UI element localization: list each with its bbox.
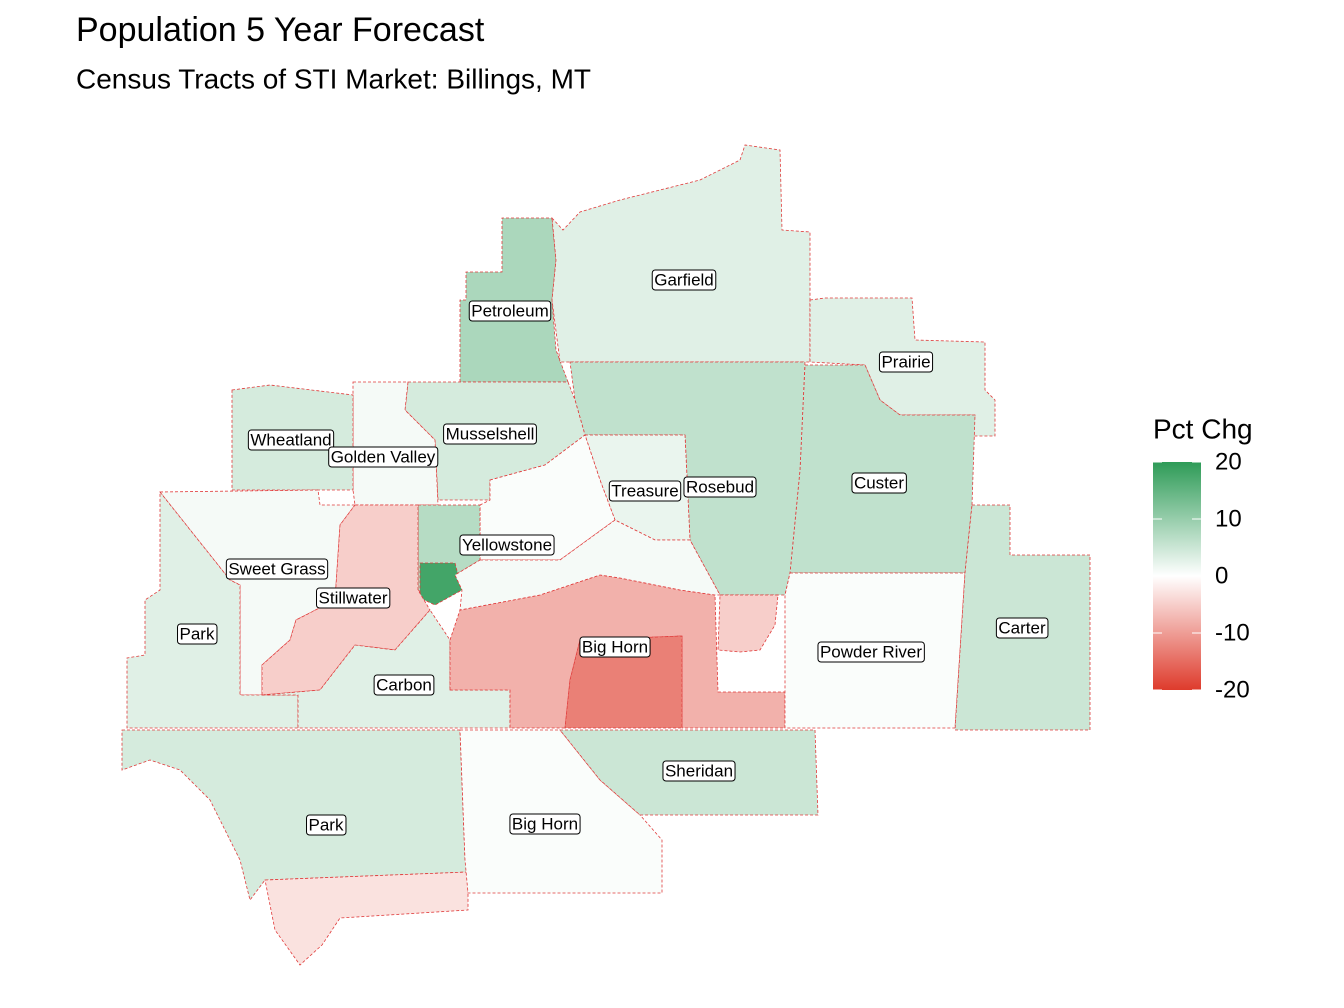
county-name: Custer xyxy=(854,473,904,492)
legend-tick-label: 0 xyxy=(1215,562,1228,589)
county-name: Big Horn xyxy=(512,814,578,833)
county-name: Golden Valley xyxy=(331,447,436,466)
county-name: Yellowstone xyxy=(462,535,552,554)
label-box xyxy=(373,674,435,696)
county-name: Wheatland xyxy=(250,430,331,449)
county-label: Garfield xyxy=(651,269,717,291)
legend-title: Pct Chg xyxy=(1153,413,1253,444)
county-name: Park xyxy=(309,815,344,834)
county-label: Yellowstone xyxy=(459,534,555,556)
county-label: Petroleum xyxy=(468,300,552,322)
county-name: Carter xyxy=(998,618,1046,637)
tract xyxy=(789,364,976,574)
county-name: Musselshell xyxy=(446,424,535,443)
label-box xyxy=(662,760,736,782)
county-label: Rosebud xyxy=(683,476,757,498)
county-name: Park xyxy=(180,624,215,643)
county-name: Petroleum xyxy=(471,301,548,320)
label-box xyxy=(247,429,335,451)
county-label: Park xyxy=(177,623,218,645)
label-box xyxy=(306,814,347,836)
county-label: Sheridan xyxy=(662,760,736,782)
county-label: Musselshell xyxy=(443,423,537,445)
legend-tick-label: 10 xyxy=(1215,505,1242,532)
tract xyxy=(126,490,299,729)
county-name: Big Horn xyxy=(582,637,648,656)
county-name: Rosebud xyxy=(686,477,754,496)
legend-tick-label: -20 xyxy=(1215,676,1250,703)
county-label: Carter xyxy=(995,617,1049,639)
label-box xyxy=(509,813,581,835)
county-name: Carbon xyxy=(376,675,432,694)
label-box xyxy=(579,636,651,658)
tract xyxy=(121,729,469,901)
county-name: Treasure xyxy=(611,481,678,500)
county-label: Golden Valley xyxy=(328,446,439,468)
label-box xyxy=(177,623,218,645)
county-label: Carbon xyxy=(373,674,435,696)
tract xyxy=(564,635,683,729)
label-box xyxy=(316,587,391,609)
legend-tick-label: -10 xyxy=(1215,619,1250,646)
county-label: Wheatland xyxy=(247,429,335,451)
county-label: Big Horn xyxy=(579,636,651,658)
tract xyxy=(419,562,463,606)
label-box xyxy=(225,558,329,580)
county-name: Powder River xyxy=(820,642,922,661)
county-name: Garfield xyxy=(654,270,714,289)
legend-tick-label: 20 xyxy=(1215,448,1242,475)
tract xyxy=(459,217,569,383)
label-box xyxy=(608,480,682,502)
tract xyxy=(454,519,721,611)
county-name: Sweet Grass xyxy=(228,559,325,578)
county-name: Prairie xyxy=(881,352,930,371)
county-label: Big Horn xyxy=(509,813,581,835)
county-label: Treasure xyxy=(608,480,682,502)
label-box xyxy=(459,534,555,556)
label-box xyxy=(817,641,925,663)
subtitle: Census Tracts of STI Market: Billings, M… xyxy=(76,63,591,94)
tract xyxy=(264,871,469,966)
label-box xyxy=(328,446,439,468)
title: Population 5 Year Forecast xyxy=(76,11,485,49)
county-label: Park xyxy=(306,814,347,836)
county-label: Custer xyxy=(851,472,907,494)
label-box xyxy=(851,472,907,494)
label-box xyxy=(651,269,717,291)
county-name: Sheridan xyxy=(665,761,733,780)
label-box xyxy=(468,300,552,322)
county-label: Stillwater xyxy=(316,587,391,609)
tract xyxy=(551,144,811,363)
county-label: Sweet Grass xyxy=(225,558,329,580)
label-box xyxy=(878,351,934,373)
county-label: Powder River xyxy=(817,641,925,663)
label-box xyxy=(683,476,757,498)
tract xyxy=(352,381,439,506)
tract xyxy=(459,729,663,894)
tract xyxy=(261,609,511,729)
county-label: Prairie xyxy=(878,351,934,373)
label-box xyxy=(995,617,1049,639)
county-name: Stillwater xyxy=(319,588,388,607)
label-box xyxy=(443,423,537,445)
tract xyxy=(717,594,779,653)
